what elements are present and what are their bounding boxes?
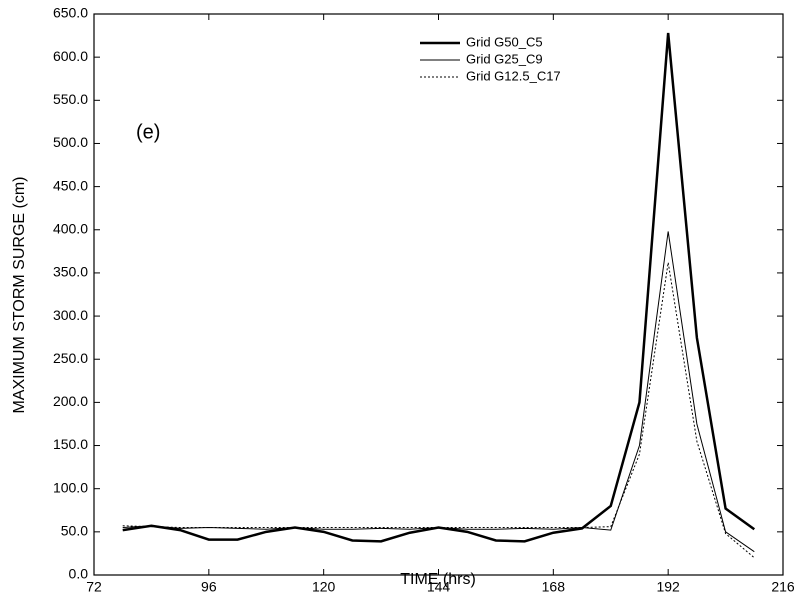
series-line	[122, 262, 755, 559]
y-tick-label: 0.0	[69, 566, 89, 582]
legend-label: Grid G25_C9	[466, 51, 543, 66]
y-tick-label: 50.0	[61, 523, 88, 539]
y-tick-label: 400.0	[53, 220, 88, 236]
x-tick-label: 216	[771, 579, 794, 594]
y-tick-label: 150.0	[53, 436, 88, 452]
series-line	[122, 32, 756, 543]
y-tick-label: 100.0	[53, 479, 88, 495]
y-tick-label: 250.0	[53, 350, 88, 366]
x-tick-label: 192	[656, 579, 680, 594]
y-tick-label: 500.0	[53, 134, 88, 150]
x-tick-label: 96	[201, 579, 217, 594]
legend-label: Grid G50_C5	[466, 34, 543, 49]
x-tick-label: 72	[86, 579, 102, 594]
series-line	[122, 231, 755, 553]
x-tick-label: 144	[427, 579, 451, 594]
y-tick-label: 600.0	[53, 48, 88, 64]
x-axis-label: TIME (hrs)	[400, 571, 476, 588]
plot-frame	[93, 13, 784, 576]
y-axis-label: MAXIMUM STORM SURGE (cm)	[11, 176, 28, 413]
annotation: (e)	[136, 121, 160, 143]
legend-label: Grid G12.5_C17	[466, 68, 561, 83]
x-tick-label: 120	[312, 579, 336, 594]
y-tick-label: 200.0	[53, 393, 88, 409]
y-tick-label: 350.0	[53, 264, 88, 280]
y-tick-label: 450.0	[53, 177, 88, 193]
x-tick-label: 168	[542, 579, 566, 594]
y-tick-label: 550.0	[53, 91, 88, 107]
y-tick-label: 650.0	[53, 5, 88, 21]
y-tick-label: 300.0	[53, 307, 88, 323]
